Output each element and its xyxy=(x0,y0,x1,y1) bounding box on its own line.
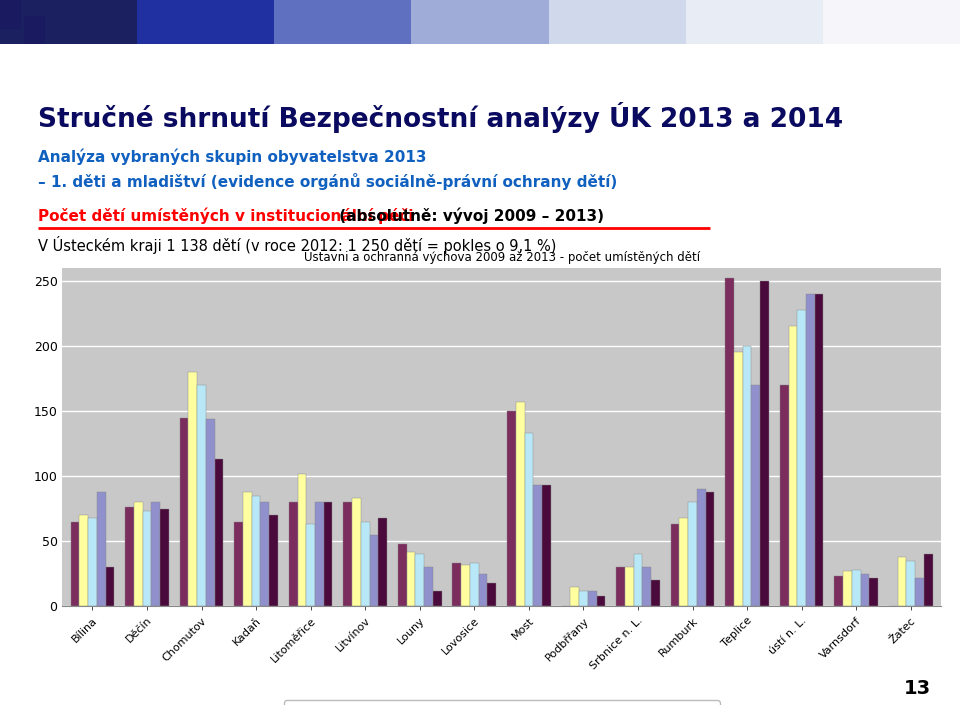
Text: 13: 13 xyxy=(904,679,931,698)
Bar xyxy=(596,596,605,606)
Bar xyxy=(752,385,760,606)
Bar xyxy=(260,502,269,606)
Bar xyxy=(588,591,596,606)
Bar xyxy=(269,515,277,606)
Bar xyxy=(452,563,461,606)
Bar xyxy=(542,485,551,606)
Bar xyxy=(625,568,634,606)
Bar xyxy=(0,0,137,44)
Bar xyxy=(137,0,275,44)
Bar xyxy=(548,0,685,44)
Bar xyxy=(860,574,870,606)
Bar xyxy=(80,515,88,606)
Text: – 1. děti a mladištví (evidence orgánů sociálně-právní ochrany dětí): – 1. děti a mladištví (evidence orgánů s… xyxy=(38,173,617,190)
Bar xyxy=(152,502,160,606)
Text: V Ústeckém kraji 1 138 dětí (v roce 2012: 1 250 dětí = pokles o 9,1 %): V Ústeckém kraji 1 138 dětí (v roce 2012… xyxy=(38,236,557,255)
Bar xyxy=(815,294,824,606)
Bar xyxy=(88,517,97,606)
Text: Analýza vybraných skupin obyvatelstva 2013: Analýza vybraných skupin obyvatelstva 20… xyxy=(38,148,427,164)
Text: Stručné shrnutí Bezpečnostní analýzy ÚK 2013 a 2014: Stručné shrnutí Bezpečnostní analýzy ÚK … xyxy=(38,102,844,133)
Bar xyxy=(706,492,714,606)
Bar xyxy=(734,352,743,606)
Legend: 2009, 2010, 2011, 2012, 2013: 2009, 2010, 2011, 2012, 2013 xyxy=(283,700,720,705)
Bar xyxy=(533,485,542,606)
Bar xyxy=(524,433,533,606)
Bar xyxy=(197,385,205,606)
Text: Počet dětí umístěných v institucionální péči: Počet dětí umístěných v institucionální … xyxy=(38,208,414,224)
Bar xyxy=(780,385,788,606)
Bar xyxy=(488,583,496,606)
Bar xyxy=(306,525,315,606)
Bar xyxy=(180,417,188,606)
Bar xyxy=(671,525,680,606)
Bar xyxy=(412,0,548,44)
Bar xyxy=(215,459,224,606)
Bar xyxy=(324,502,332,606)
Bar xyxy=(461,565,470,606)
Bar xyxy=(685,0,823,44)
Bar xyxy=(143,511,152,606)
Text: (absolutně: vývoj 2009 – 2013): (absolutně: vývoj 2009 – 2013) xyxy=(333,208,604,224)
Bar xyxy=(616,568,625,606)
Bar xyxy=(570,587,579,606)
Bar xyxy=(760,281,769,606)
Bar xyxy=(516,402,524,606)
Bar xyxy=(97,492,106,606)
Bar xyxy=(843,571,852,606)
Bar xyxy=(433,591,442,606)
Bar xyxy=(234,522,243,606)
Bar xyxy=(823,0,960,44)
Bar xyxy=(852,570,860,606)
Bar xyxy=(834,577,843,606)
Bar xyxy=(924,554,932,606)
Bar xyxy=(252,496,260,606)
Bar xyxy=(24,16,45,44)
Bar xyxy=(579,591,588,606)
Bar xyxy=(133,502,143,606)
Bar xyxy=(806,294,815,606)
Title: Ústavni a ochranná výchova 2009 až 2013 - počet umístěných dětí: Ústavni a ochranná výchova 2009 až 2013 … xyxy=(303,249,700,264)
Bar xyxy=(898,557,906,606)
Bar xyxy=(642,568,651,606)
Bar xyxy=(726,278,734,606)
Bar xyxy=(507,411,516,606)
Bar xyxy=(416,554,424,606)
Bar xyxy=(352,498,361,606)
Bar xyxy=(275,0,412,44)
Bar xyxy=(125,508,133,606)
Bar xyxy=(378,517,387,606)
Bar xyxy=(906,560,915,606)
Bar xyxy=(743,346,752,606)
Bar xyxy=(298,474,306,606)
Bar xyxy=(424,568,433,606)
Bar xyxy=(470,563,479,606)
Bar xyxy=(315,502,324,606)
Bar xyxy=(188,372,197,606)
Bar xyxy=(361,522,370,606)
Bar xyxy=(106,568,114,606)
Bar xyxy=(798,309,806,606)
Bar xyxy=(370,534,378,606)
Bar xyxy=(0,0,21,28)
Bar xyxy=(697,489,706,606)
Bar xyxy=(680,517,688,606)
Bar xyxy=(634,554,642,606)
Bar xyxy=(289,502,298,606)
Bar xyxy=(407,551,416,606)
Bar xyxy=(915,577,924,606)
Bar xyxy=(651,580,660,606)
Bar xyxy=(243,492,252,606)
Bar xyxy=(688,502,697,606)
Bar xyxy=(398,544,407,606)
Bar xyxy=(71,522,80,606)
Bar xyxy=(344,502,352,606)
Bar xyxy=(479,574,488,606)
Bar xyxy=(788,326,798,606)
Bar xyxy=(160,509,169,606)
Bar xyxy=(870,577,878,606)
Bar xyxy=(205,419,215,606)
